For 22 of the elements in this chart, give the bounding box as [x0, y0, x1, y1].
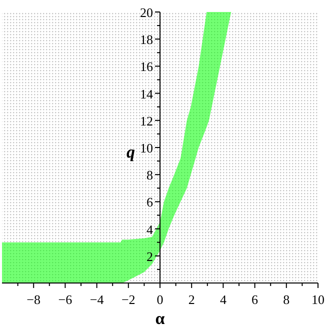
y-tick-label: 14: [140, 86, 154, 102]
y-tick-label: 20: [140, 5, 153, 20]
x-tick-label: 4: [220, 292, 227, 307]
x-tick-label: −6: [58, 292, 73, 307]
x-tick-label: −8: [26, 292, 41, 307]
y-tick-label: 6: [146, 194, 154, 210]
x-tick-label: 2: [188, 292, 195, 307]
y-tick-label: 18: [140, 32, 153, 48]
x-tick-label: −2: [121, 292, 136, 307]
y-tick-label: 4: [146, 222, 154, 237]
y-axis-title: q: [126, 142, 136, 162]
x-tick-label: 0: [156, 292, 164, 307]
x-tick-label: −4: [90, 292, 104, 307]
x-tick-label: 6: [252, 292, 259, 307]
y-tick-label: 8: [146, 168, 153, 183]
x-tick-label: 8: [283, 292, 290, 307]
y-tick-label: 16: [140, 59, 154, 74]
y-tick-label: 2: [146, 248, 153, 264]
y-tick-label: 10: [140, 140, 153, 156]
x-axis-title: α: [155, 309, 166, 328]
x-tick-label: 10: [312, 292, 324, 307]
y-tick-label: 12: [140, 113, 153, 128]
